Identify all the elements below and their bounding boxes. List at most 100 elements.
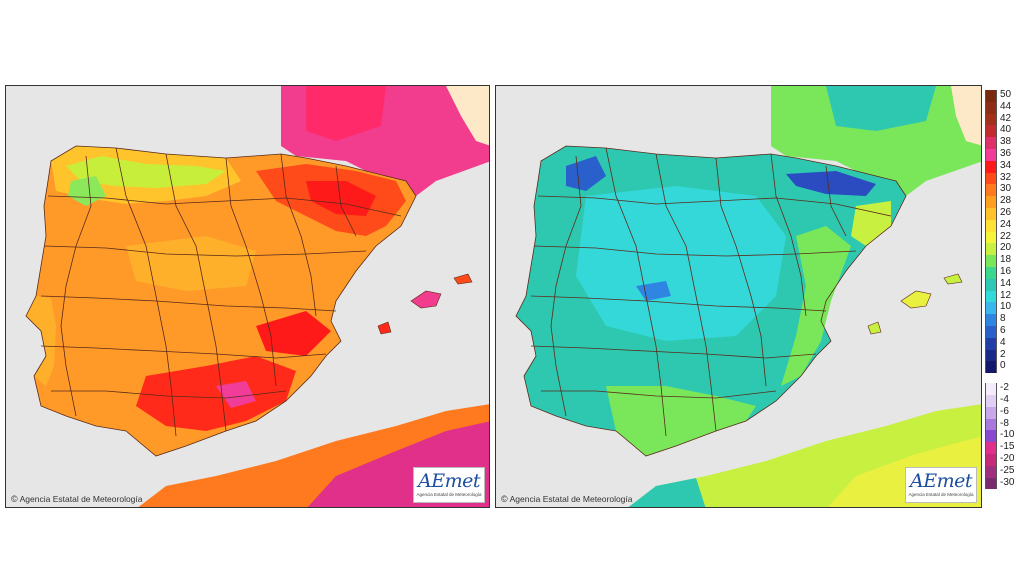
aemet-logo-wordmark: AEmet [418, 470, 481, 492]
legend-label: 14 [1000, 277, 1012, 289]
legend-label: -20 [1000, 453, 1015, 464]
legend-swatch [985, 454, 997, 466]
legend-swatch [985, 196, 997, 208]
legend-swatch [985, 302, 997, 315]
legend-label: 40 [1000, 124, 1012, 136]
aemet-logo: AEmet Agencia Estatal de Meteorología [413, 467, 485, 503]
legend-swatch [985, 208, 997, 220]
legend-label: -2 [1000, 382, 1009, 394]
legend-label: 20 [1000, 242, 1012, 254]
legend-swatch [985, 149, 997, 161]
aemet-logo-subtitle: Agencia Estatal de Meteorología [908, 492, 974, 497]
foreign-land [951, 86, 981, 146]
france-cool-area [826, 86, 936, 131]
legend-swatch [985, 477, 997, 490]
legend-swatch [985, 184, 997, 197]
legend-label: 44 [1000, 100, 1012, 112]
legend-swatch [985, 314, 997, 326]
min-temperature-map: © Agencia Estatal de Meteorología AEmet A… [495, 85, 982, 508]
agency-credit: © Agencia Estatal de Meteorología [501, 494, 633, 504]
east-coast-warm-zone [781, 226, 851, 386]
temperature-legend: 50 44 42 40 38 36 34 32 30 28 26 24 22 20 18 16 14 12 10 8 6… [985, 89, 1021, 508]
aemet-logo-subtitle: Agencia Estatal de Meteorología [416, 492, 482, 497]
legend-label: 10 [1000, 301, 1012, 313]
legend-swatch [985, 290, 997, 303]
legend-label: 34 [1000, 159, 1012, 171]
legend-swatch [985, 243, 997, 256]
legend-swatch [985, 137, 997, 149]
andalusia-hot-zone [136, 356, 296, 431]
legend-label: 38 [1000, 136, 1012, 148]
north-cold-zone [566, 156, 606, 191]
legend-swatch [985, 349, 997, 362]
legend-swatch [985, 160, 997, 173]
aemet-logo: AEmet Agencia Estatal de Meteorología [905, 467, 977, 503]
foreign-land [446, 86, 489, 146]
legend-swatch [985, 113, 997, 126]
legend-label: -4 [1000, 394, 1009, 405]
agency-credit-text: Agencia Estatal de Meteorología [509, 494, 633, 504]
legend-label: 26 [1000, 207, 1012, 218]
legend-label: -25 [1000, 464, 1015, 476]
legend-swatch [985, 231, 997, 244]
legend-swatch [985, 101, 997, 114]
province-borders [515, 145, 907, 457]
legend-swatch [985, 406, 997, 419]
mallorca [410, 290, 442, 309]
agency-credit-text: Agencia Estatal de Meteorología [19, 494, 143, 504]
legend-label: 30 [1000, 183, 1012, 195]
legend-label: 18 [1000, 254, 1012, 266]
france-hot-area [306, 86, 386, 141]
legend-label: 0 [1000, 360, 1006, 372]
ebro-very-hot-zone [306, 181, 376, 216]
central-warm-zone [126, 236, 256, 291]
ibiza [867, 321, 882, 335]
province-borders [25, 145, 417, 457]
legend-swatch [985, 383, 997, 395]
france-area [771, 86, 981, 196]
agency-credit: © Agencia Estatal de Meteorología [11, 494, 143, 504]
legend-swatch [985, 465, 997, 478]
legend-label: 8 [1000, 313, 1006, 325]
iberian-peninsula [26, 146, 416, 456]
legend-label: 12 [1000, 289, 1012, 301]
legend-label: -30 [1000, 476, 1015, 488]
murcia-hot-zone [256, 311, 331, 356]
south-warm-zone [606, 386, 756, 456]
legend-swatch [985, 172, 997, 185]
interior-cool-zone [576, 186, 786, 341]
copyright-icon: © [11, 494, 18, 504]
legend-swatch [985, 395, 997, 407]
legend-swatch [985, 337, 997, 350]
legend-label: -6 [1000, 405, 1009, 417]
legend-swatch [985, 418, 997, 431]
legend-label: 24 [1000, 218, 1012, 230]
menorca [943, 273, 963, 285]
legend-label: 36 [1000, 148, 1012, 159]
catalonia-warm-zone [851, 201, 891, 246]
legend-swatch [985, 326, 997, 338]
max-temperature-map: © Agencia Estatal de Meteorología AEmet A… [5, 85, 490, 508]
ibiza [377, 321, 392, 335]
galicia-cool-zone [68, 176, 106, 206]
legend-label: 2 [1000, 348, 1006, 360]
mallorca [900, 290, 932, 309]
legend-label: 4 [1000, 336, 1006, 348]
pyrenees-cold-zone [786, 171, 876, 196]
legend-swatch [985, 219, 997, 232]
north-africa-cool-zone [628, 478, 706, 507]
aemet-logo-wordmark: AEmet [910, 470, 973, 492]
legend-label: -8 [1000, 417, 1009, 429]
legend-swatch [985, 90, 997, 102]
sierra-zone [216, 381, 256, 408]
legend-swatch [985, 361, 997, 374]
max-temperature-map-graphic [25, 86, 489, 507]
north-cool-zone [66, 156, 226, 188]
min-temperature-map-graphic [515, 86, 981, 507]
legend-label: 32 [1000, 171, 1012, 183]
legend-swatch [985, 125, 997, 138]
central-cold-zone [636, 281, 671, 301]
legend-swatch [985, 267, 997, 279]
legend-swatch [985, 255, 997, 267]
legend-label: 6 [1000, 325, 1006, 336]
